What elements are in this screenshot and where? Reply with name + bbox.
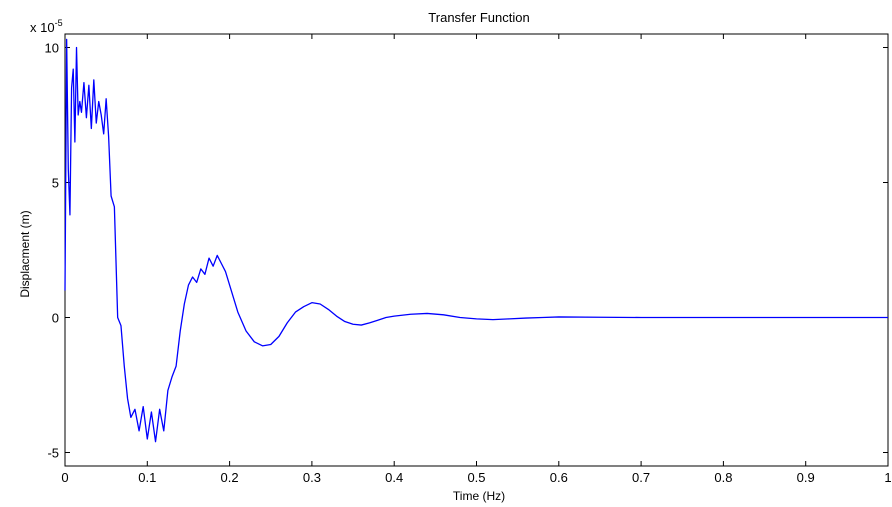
y-axis: -5 0 5 10: [45, 41, 888, 461]
x-tick-label: 0.3: [303, 470, 321, 485]
x-tick-label: 0.7: [632, 470, 650, 485]
plot-area: [64, 33, 889, 467]
x-tick-label: 0.9: [797, 470, 815, 485]
x-tick-label: 0.8: [714, 470, 732, 485]
x-tick-label: 0: [61, 470, 68, 485]
y-tick-label: 5: [52, 176, 59, 191]
x-tick-label: 0.4: [385, 470, 403, 485]
y-tick-label: 10: [45, 41, 59, 56]
y-tick-label: -5: [47, 446, 59, 461]
x-tick-label: 0.2: [221, 470, 239, 485]
x-axis-label: Time (Hz): [453, 489, 505, 503]
y-tick-label: 0: [52, 311, 59, 326]
series-line: [64, 38, 888, 443]
y-axis-label: Displacment (m): [18, 210, 32, 297]
chart-title: Transfer Function: [428, 10, 529, 25]
x-tick-label: 0.6: [550, 470, 568, 485]
x-tick-label: 1: [884, 470, 891, 485]
x-tick-label: 0.1: [138, 470, 156, 485]
x-tick-label: 0.5: [467, 470, 485, 485]
x-axis: 0 0.1 0.2 0.3 0.4 0.5 0.6 0.7 0.8 0.9 1: [61, 34, 892, 485]
y-multiplier-label: x 10-5: [30, 18, 63, 35]
